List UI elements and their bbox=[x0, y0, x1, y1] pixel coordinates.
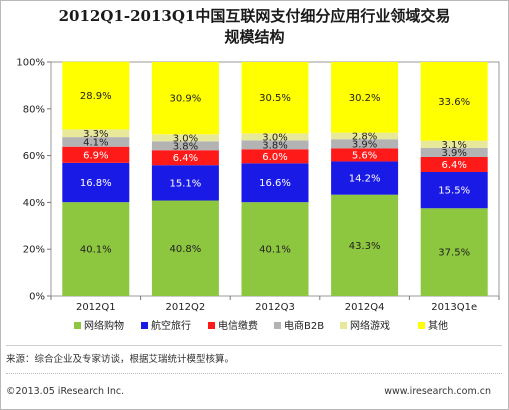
legend-swatch bbox=[208, 322, 215, 329]
stacked-bar-chart: 0% 20% 40% 60% 80% 100% 40.1% 16.8% 6.9% 4.1%3.3%… bbox=[16, 58, 500, 332]
data-label: 40.1% bbox=[80, 245, 112, 256]
x-tick-label: 2012Q2 bbox=[166, 302, 206, 313]
bar-segment bbox=[420, 208, 488, 296]
data-label: 16.6% bbox=[259, 178, 291, 189]
bar-segment bbox=[151, 141, 219, 151]
data-label: 6.4% bbox=[441, 160, 466, 171]
data-label: 3.9% bbox=[352, 139, 377, 150]
bar-segment bbox=[420, 171, 488, 209]
divider-dotted bbox=[6, 373, 502, 374]
chart-title: 2012Q1-2013Q1中国互联网支付细分应用行业领域交易 规模结构 bbox=[0, 6, 509, 48]
bar-segment bbox=[62, 137, 130, 147]
y-tick-label: 100% bbox=[16, 58, 45, 69]
legend-label: 电商B2B bbox=[284, 319, 324, 332]
bar-segment bbox=[151, 134, 219, 142]
bar-segment bbox=[420, 147, 488, 158]
bar-segment bbox=[62, 162, 130, 203]
data-label: 3.0% bbox=[173, 133, 198, 144]
data-label: 40.8% bbox=[170, 244, 202, 255]
data-label: 16.8% bbox=[80, 178, 112, 189]
data-label: 28.9% bbox=[80, 91, 112, 102]
data-label: 14.2% bbox=[349, 174, 381, 185]
source-note: 来源：综合企业及专家访谈，根据艾瑞统计模型核算。 bbox=[6, 354, 235, 365]
legend-label: 网络游戏 bbox=[350, 319, 390, 332]
legend-swatch bbox=[141, 322, 148, 329]
y-tick-label: 20% bbox=[23, 245, 45, 256]
data-label: 15.5% bbox=[438, 186, 470, 197]
copyright: ©2013.05 iResearch Inc. bbox=[6, 386, 125, 397]
data-label: 43.3% bbox=[349, 241, 381, 252]
data-label: 3.1% bbox=[441, 140, 466, 151]
data-label: 15.1% bbox=[170, 178, 202, 189]
data-label: 3.0% bbox=[262, 132, 287, 143]
x-tick-label: 2012Q1 bbox=[76, 302, 116, 313]
x-tick-label: 2012Q3 bbox=[255, 302, 295, 313]
bar-segment bbox=[241, 140, 309, 150]
data-label: 3.9% bbox=[441, 148, 466, 159]
bar-segment bbox=[331, 194, 399, 296]
bar-segment bbox=[331, 139, 399, 149]
bar-segment bbox=[62, 202, 130, 296]
website: www.iresearch.com.cn bbox=[384, 386, 491, 397]
bar-segment bbox=[331, 148, 399, 162]
data-label: 2.8% bbox=[352, 131, 377, 142]
legend-label: 电信缴费 bbox=[218, 319, 258, 332]
data-label: 40.1% bbox=[259, 245, 291, 256]
bar-segment bbox=[331, 132, 399, 140]
data-label: 30.2% bbox=[349, 93, 381, 104]
data-label: 30.5% bbox=[259, 93, 291, 104]
bar-segment bbox=[420, 140, 488, 148]
bar-segment bbox=[151, 150, 219, 166]
data-label: 33.6% bbox=[438, 97, 470, 108]
bar-segment bbox=[420, 62, 488, 141]
data-label: 6.0% bbox=[262, 152, 287, 163]
x-tick-label: 2012Q4 bbox=[345, 302, 385, 313]
data-label: 30.9% bbox=[170, 94, 202, 105]
divider-top bbox=[6, 345, 502, 346]
bar-segment bbox=[62, 61, 130, 130]
bar-segment bbox=[241, 163, 309, 203]
bar-segment bbox=[331, 62, 399, 133]
y-tick-label: 80% bbox=[23, 104, 45, 115]
bar-segment bbox=[151, 165, 219, 201]
bar-segment bbox=[241, 62, 309, 134]
y-tick-label: 40% bbox=[23, 198, 45, 209]
data-label: 4.1% bbox=[83, 137, 108, 148]
bar-segment bbox=[151, 62, 219, 135]
bar-segment bbox=[241, 133, 309, 141]
data-label: 3.3% bbox=[83, 129, 108, 140]
bar-segment bbox=[420, 157, 488, 172]
legend-swatch bbox=[418, 322, 425, 329]
legend-swatch bbox=[340, 322, 347, 329]
data-label: 5.6% bbox=[352, 150, 377, 161]
legend-label: 航空旅行 bbox=[151, 319, 191, 332]
legend-swatch bbox=[74, 322, 81, 329]
chart-title-line1: 2012Q1-2013Q1中国互联网支付细分应用行业领域交易 bbox=[58, 7, 451, 25]
legend-label: 其他 bbox=[428, 319, 448, 332]
legend-label: 网络购物 bbox=[84, 319, 124, 332]
data-label: 6.9% bbox=[83, 150, 108, 161]
x-tick-label: 2013Q1e bbox=[431, 302, 477, 313]
y-tick-label: 0% bbox=[29, 292, 45, 303]
legend-swatch bbox=[274, 322, 281, 329]
bar-segment bbox=[62, 129, 130, 138]
data-label: 3.8% bbox=[262, 140, 287, 151]
data-label: 37.5% bbox=[438, 248, 470, 259]
data-label: 3.8% bbox=[173, 141, 198, 152]
bar-segment bbox=[241, 149, 309, 164]
data-label: 6.4% bbox=[173, 153, 198, 164]
chart-title-line2: 规模结构 bbox=[224, 28, 285, 46]
y-tick-label: 60% bbox=[23, 151, 45, 162]
bar-segment bbox=[151, 200, 219, 296]
bar-segment bbox=[62, 146, 130, 163]
bar-segment bbox=[241, 202, 309, 296]
bar-segment bbox=[331, 161, 399, 195]
